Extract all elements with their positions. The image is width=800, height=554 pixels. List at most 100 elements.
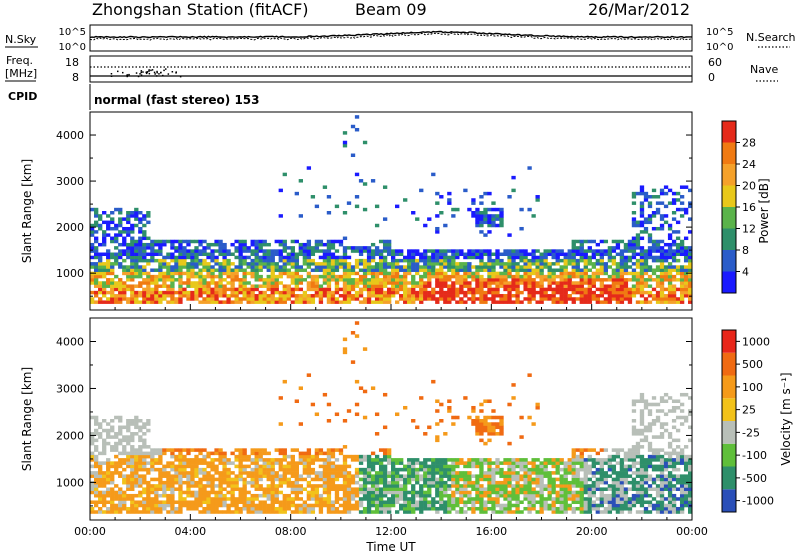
- power-cell: [651, 258, 657, 263]
- velocity-cell: [639, 454, 645, 459]
- velocity-cell: [443, 471, 448, 475]
- velocity-cell: [395, 461, 400, 465]
- power-cell: [150, 300, 155, 304]
- velocity-cell: [226, 477, 231, 482]
- power-cell: [599, 300, 604, 304]
- velocity-cell: [471, 487, 476, 491]
- power-cell: [298, 252, 303, 257]
- velocity-cell: [471, 474, 476, 478]
- power-cell: [314, 265, 320, 269]
- velocity-cell: [499, 493, 504, 498]
- velocity-cell: [118, 451, 123, 456]
- velocity-cell: [166, 484, 171, 488]
- velocity-cell: [519, 510, 524, 514]
- power-cell: [90, 262, 95, 266]
- velocity-cell: [607, 461, 613, 465]
- power-cell: [467, 284, 472, 288]
- velocity-cell: [366, 467, 372, 472]
- velocity-cell: [94, 510, 99, 514]
- velocity-cell: [366, 454, 372, 459]
- power-cell: [559, 294, 564, 298]
- velocity-cell: [527, 500, 532, 505]
- velocity-cell: [631, 477, 637, 482]
- velocity-cell: [226, 484, 231, 488]
- velocity-cell: [250, 458, 255, 462]
- power-cell: [158, 246, 163, 250]
- power-cell: [222, 249, 227, 253]
- power-cell: [266, 249, 271, 253]
- power-cell: [230, 262, 235, 266]
- power-cell: [635, 274, 641, 279]
- velocity-cell: [106, 474, 111, 478]
- velocity-cell: [98, 432, 103, 436]
- power-cell: [254, 278, 259, 282]
- velocity-cell: [435, 471, 440, 475]
- power-cell: [447, 274, 452, 279]
- power-cell: [419, 255, 424, 260]
- power-cell: [110, 217, 115, 221]
- velocity-cell: [322, 474, 328, 478]
- velocity-cell: [459, 510, 464, 514]
- velocity-cell: [90, 500, 95, 505]
- power-cell: [527, 262, 532, 266]
- power-cell: [451, 274, 456, 279]
- power-cell: [667, 278, 673, 282]
- velocity-cell: [611, 458, 617, 462]
- power-cell: [683, 265, 689, 269]
- power-cell: [487, 284, 492, 288]
- power-cell: [118, 281, 123, 285]
- power-cell: [94, 284, 99, 288]
- power-cell: [326, 300, 332, 304]
- power-cell: [631, 195, 637, 199]
- power-cell: [130, 278, 135, 282]
- power-cell: [270, 249, 275, 253]
- power-cell: [306, 166, 312, 170]
- power-cell: [290, 274, 295, 279]
- power-cell: [130, 230, 135, 234]
- velocity-cell: [491, 409, 496, 413]
- velocity-cell: [435, 506, 440, 511]
- velocity-cell: [519, 464, 524, 469]
- velocity-cell: [206, 451, 211, 456]
- velocity-cell: [282, 458, 287, 462]
- power-cell: [214, 287, 219, 292]
- power-cell: [358, 294, 364, 298]
- power-cell: [198, 268, 203, 272]
- velocity-cell: [527, 461, 532, 465]
- velocity-cell: [447, 464, 452, 469]
- velocity-cell: [382, 471, 388, 475]
- velocity-cell: [535, 458, 540, 462]
- power-cell: [567, 271, 572, 276]
- power-cell: [687, 255, 693, 260]
- power-cell: [118, 233, 123, 237]
- power-cell: [563, 284, 568, 288]
- velocity-cell: [551, 490, 556, 495]
- velocity-cell: [607, 493, 613, 498]
- velocity-cell: [158, 506, 163, 511]
- power-cell: [354, 204, 360, 209]
- velocity-cell: [250, 497, 255, 501]
- power-cell: [98, 214, 103, 218]
- velocity-cell: [511, 461, 516, 465]
- velocity-cell: [563, 480, 568, 485]
- velocity-cell: [366, 497, 372, 501]
- power-cell: [198, 287, 203, 292]
- velocity-cell: [294, 461, 299, 465]
- velocity-cell: [346, 487, 352, 491]
- velocity-cell: [483, 419, 488, 423]
- velocity-cell: [202, 510, 207, 514]
- velocity-cell: [198, 487, 203, 491]
- velocity-cell: [583, 464, 588, 469]
- velocity-cell: [439, 402, 444, 407]
- velocity-cell: [238, 493, 243, 498]
- power-cell: [655, 278, 661, 282]
- velocity-cell: [607, 503, 613, 508]
- velocity-cell: [310, 477, 316, 482]
- power-cell: [302, 242, 308, 247]
- power-cell: [563, 281, 568, 285]
- velocity-cell: [154, 458, 159, 462]
- velocity-cell: [647, 441, 653, 446]
- freq-panel-frame: [89, 55, 693, 83]
- velocity-cell: [479, 510, 484, 514]
- velocity-cell: [334, 471, 340, 475]
